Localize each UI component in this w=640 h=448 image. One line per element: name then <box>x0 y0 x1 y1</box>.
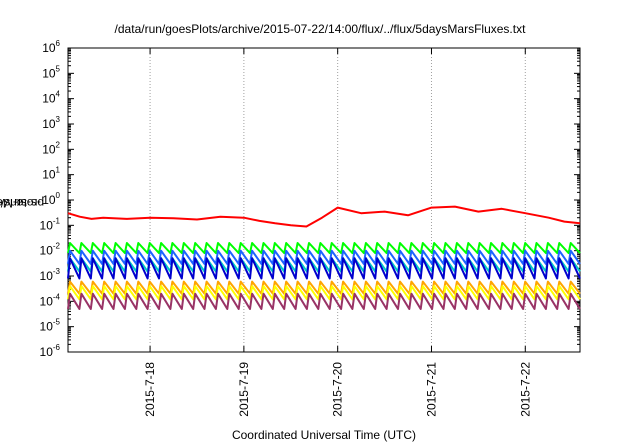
y-tick-label: 102 <box>42 140 60 156</box>
y-tick-label: 10-3 <box>40 267 61 283</box>
y-tick-label: 10-2 <box>40 242 61 258</box>
y-tick-label: 10-1 <box>40 216 61 232</box>
chart-title: /data/run/goesPlots/archive/2015-07-22/1… <box>114 22 526 36</box>
y-tick-label: 103 <box>42 115 60 131</box>
y-tick-label: 10-5 <box>40 318 61 334</box>
series-line-4 <box>67 257 581 280</box>
x-tick-label: 2015-7-20 <box>331 362 345 417</box>
series-line-5 <box>67 280 581 295</box>
series-line-1 <box>67 242 581 255</box>
x-tick-label: 2015-7-21 <box>424 362 438 417</box>
series-group <box>67 205 581 310</box>
y-tick-label: 104 <box>42 90 60 106</box>
axis-ticks: 10-6 10-5 10-4 10-3 10-2 10-1 100 101 102 103 104 1… <box>40 39 580 417</box>
x-tick-label: 2015-7-22 <box>518 362 532 417</box>
y-tick-label: 10-4 <box>40 292 61 308</box>
y-tick-label: 10-6 <box>40 343 61 359</box>
series-line-7 <box>67 292 581 310</box>
series-line-0 <box>67 205 581 228</box>
y-tick-label: 100 <box>42 191 60 207</box>
y-tick-label: 101 <box>42 166 60 182</box>
grid-lines <box>149 48 526 352</box>
plot-area <box>67 47 581 353</box>
x-tick-label: 2015-7-18 <box>143 362 157 417</box>
series-line-6 <box>67 285 581 301</box>
series-line-3 <box>67 249 581 265</box>
x-axis-title: Coordinated Universal Time (UTC) <box>231 428 417 442</box>
y-tick-label: 106 <box>42 39 60 55</box>
x-tick-label: 2015-7-19 <box>237 362 251 417</box>
y-tick-label: 105 <box>42 64 60 80</box>
